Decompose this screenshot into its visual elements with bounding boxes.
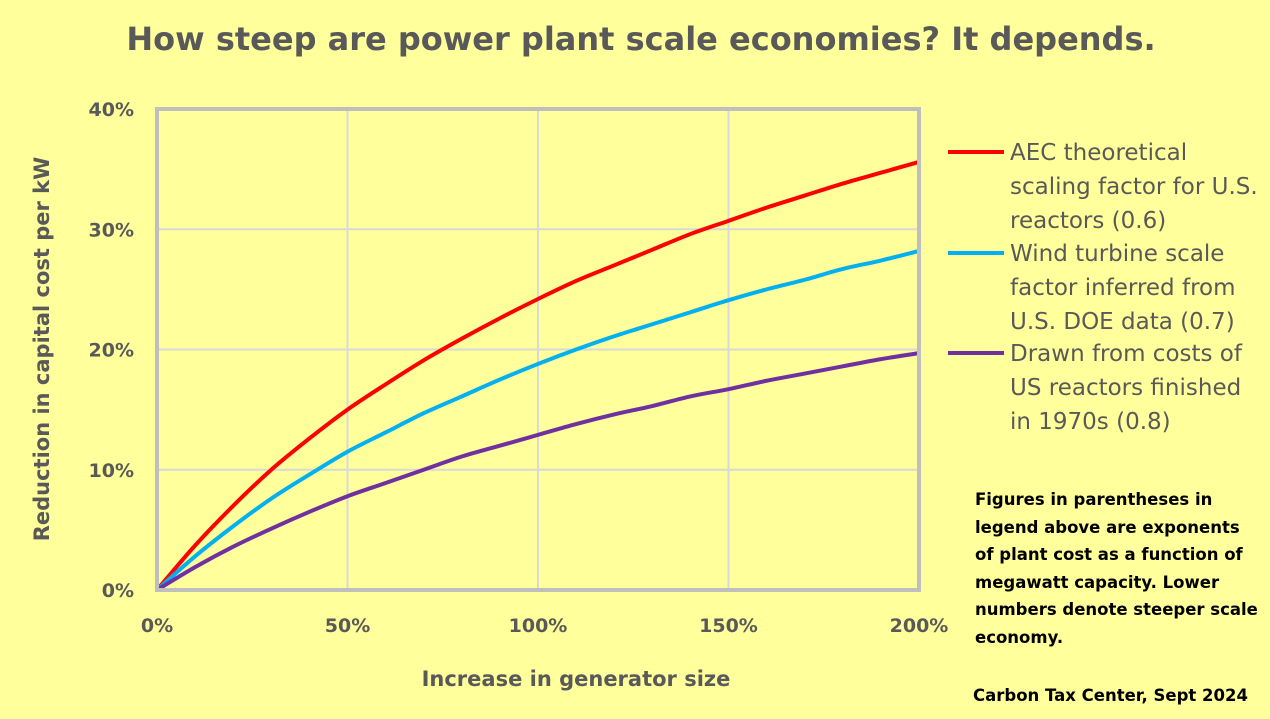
legend-label-line: AEC theoretical [1010, 140, 1187, 166]
y-tick-label: 40% [89, 99, 134, 121]
x-tick-label: 150% [699, 615, 758, 637]
y-tick-label: 10% [89, 460, 134, 482]
legend-label-line: scaling factor for U.S. [1010, 174, 1258, 200]
x-tick-label: 0% [141, 615, 173, 637]
y-tick-label: 30% [89, 219, 134, 241]
source-credit: Carbon Tax Center, Sept 2024 [973, 686, 1248, 705]
series-line-3 [155, 351, 920, 592]
legend: AEC theoretical scaling factor for U.S. re… [948, 140, 1258, 435]
x-tick-label: 50% [325, 615, 370, 637]
footnote: Figures in parentheses in legend above a… [975, 490, 1258, 647]
legend-label-line: US reactors finished [1010, 375, 1241, 401]
legend-label-2: Wind turbine scale factor inferred from U.… [1010, 241, 1236, 335]
y-axis-label: Reduction in capital cost per kW [30, 157, 54, 542]
x-tick-label: 200% [890, 615, 949, 637]
x-tick-label: 100% [509, 615, 568, 637]
series-line-2 [155, 248, 920, 592]
y-tick-label: 0% [102, 580, 134, 602]
legend-label-line: U.S. DOE data (0.7) [1010, 309, 1235, 335]
gridlines [156, 108, 920, 591]
legend-label-3: Drawn from costs of US reactors finished i… [1010, 341, 1243, 435]
series-lines [155, 159, 920, 592]
x-axis-ticks: 0% 50% 100% 150% 200% [141, 615, 948, 637]
y-axis-ticks: 0% 10% 20% 30% 40% [89, 99, 134, 602]
legend-label-line: Drawn from costs of [1010, 341, 1243, 367]
legend-label-line: Wind turbine scale [1010, 241, 1224, 267]
y-tick-label: 20% [89, 340, 134, 362]
legend-label-1: AEC theoretical scaling factor for U.S. re… [1010, 140, 1258, 234]
series-line-1 [155, 159, 920, 592]
legend-label-line: factor inferred from [1010, 275, 1236, 301]
plot-area-border [155, 107, 921, 592]
legend-label-line: reactors (0.6) [1010, 208, 1166, 234]
chart-title: How steep are power plant scale economie… [126, 20, 1155, 58]
legend-label-line: in 1970s (0.8) [1010, 409, 1171, 435]
x-axis-label: Increase in generator size [422, 667, 731, 691]
